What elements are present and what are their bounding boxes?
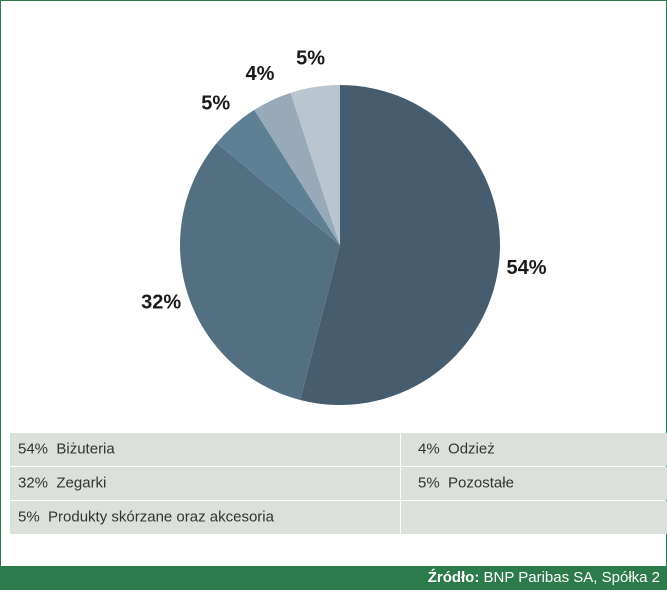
pie: 54% 32% 5% 4% 5% [141,48,547,405]
legend-percent: 5% [18,508,40,525]
legend-label: Odzież [448,440,495,457]
legend-percent: 4% [418,440,440,457]
legend-label: Produkty skórzane oraz akcesoria [48,508,275,525]
source-label: Źródło: [428,569,480,586]
legend-label: Biżuteria [56,440,115,457]
slice-label: 5% [201,92,230,114]
legend: 54% Biżuteria 32% Zegarki 5% Produkty skór… [10,433,667,534]
legend-label: Zegarki [56,474,106,491]
source-bar [0,566,667,590]
legend-cell [401,433,667,466]
legend-percent: 32% [18,474,48,491]
slice-label: 5% [296,48,325,70]
legend-cell [401,501,667,534]
legend-percent: 54% [18,440,48,457]
legend-percent: 5% [418,474,440,491]
legend-entry: 5% Pozostałe [418,474,514,491]
legend-cell [10,467,400,500]
legend-entry: 4% Odzież [418,440,495,457]
source: BNP Paribas SA, Spółka 2 [484,569,660,586]
legend-label: Pozostałe [448,474,514,491]
pie-slice [300,85,501,405]
legend-cell [401,467,667,500]
slice-label: 32% [141,291,181,313]
pie-slice [254,92,340,245]
legend-entry: 32% Zegarki [18,474,106,491]
pie-slice [290,85,340,245]
slice-label: 4% [246,63,275,85]
source-text: Źródło: BNP Paribas SA, Spółka 2 [428,569,660,586]
legend-entry: 54% Biżuteria [18,440,115,457]
legend-cell [10,433,400,466]
legend-entry: 5% Produkty skórzane oraz akcesoria [18,508,275,525]
pie-slice [179,143,340,400]
slice-label: 54% [507,257,547,279]
pie-slice [216,109,340,245]
legend-cell [10,501,400,534]
